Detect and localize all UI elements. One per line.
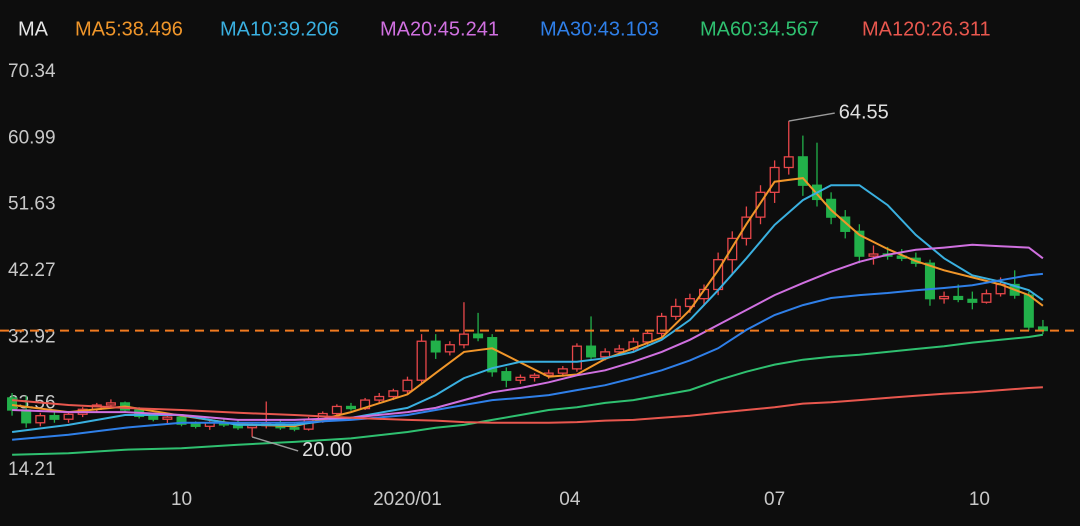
legend-entry: MA120:26.311: [862, 18, 991, 40]
legend-entry: MA10:39.206: [220, 18, 339, 40]
candle-body: [388, 390, 399, 398]
x-tick-label: 10: [969, 489, 990, 510]
ma-line: [12, 272, 1043, 441]
candle-body: [289, 427, 300, 430]
candle-body: [49, 415, 60, 420]
ma-line: [12, 333, 1044, 456]
y-tick-label: 14.21: [8, 459, 56, 480]
candle-body: [670, 305, 681, 318]
candle-body: [939, 295, 950, 300]
candle-body: [571, 345, 582, 370]
candle-body: [868, 253, 879, 257]
candle-body: [600, 351, 611, 358]
candle-body: [473, 333, 484, 339]
candle-body: [21, 409, 32, 424]
y-tick-label: 32.92: [8, 326, 56, 347]
candle-body: [557, 368, 568, 374]
y-tick-label: 70.34: [8, 61, 56, 82]
annotation-label: 64.55: [839, 101, 889, 123]
candle-body: [458, 333, 469, 346]
candle-body: [148, 415, 159, 420]
candle-body: [331, 405, 342, 415]
candle-body: [642, 332, 653, 343]
candle-body: [783, 156, 794, 169]
candle-body: [967, 298, 978, 303]
candle-body: [430, 340, 441, 353]
candle-body: [924, 262, 935, 300]
candle-body: [656, 315, 667, 335]
y-tick-label: 42.27: [8, 260, 56, 281]
ma-line: [11, 184, 1044, 433]
candle-body: [487, 337, 498, 373]
candle-body: [176, 416, 187, 425]
candle-body: [444, 344, 455, 353]
candle-body: [840, 216, 851, 232]
ma-line: [11, 177, 1044, 428]
candle-body: [105, 402, 116, 406]
candle-body: [769, 166, 780, 193]
annotation-leader: [251, 436, 299, 452]
candle-body: [1023, 294, 1034, 328]
ma-line: [12, 243, 1044, 421]
x-tick-label: 07: [764, 489, 785, 510]
legend-title: MA: [18, 18, 49, 40]
annotation-label: 20.00: [302, 439, 352, 461]
candle-body: [529, 374, 540, 379]
candle-body: [981, 293, 992, 303]
candle-body: [374, 395, 385, 401]
candle-body: [190, 423, 201, 427]
y-tick-label: 51.63: [8, 194, 56, 215]
legend-entry: MA30:43.103: [540, 18, 659, 40]
ma-line: [12, 386, 1043, 424]
candle-body: [402, 379, 413, 392]
candle-body: [797, 156, 808, 186]
candle-body: [35, 415, 46, 424]
annotation-leader: [788, 112, 835, 122]
candle-body: [515, 376, 526, 381]
candle-body: [162, 416, 173, 420]
candle-body: [501, 371, 512, 381]
legend-entry: MA20:45.241: [380, 18, 499, 40]
legend-entry: MA5:38.496: [75, 18, 183, 40]
candle-body: [416, 340, 427, 381]
candle-body: [586, 345, 597, 358]
y-tick-label: 60.99: [8, 127, 56, 148]
candle-body: [953, 295, 964, 301]
candle-body: [741, 216, 752, 240]
candle-body: [826, 198, 837, 218]
candle-body: [63, 413, 74, 420]
legend-entry: MA60:34.567: [700, 18, 819, 40]
candle-body: [7, 397, 18, 411]
x-tick-label: 04: [559, 489, 581, 510]
candle-body: [247, 424, 258, 429]
candle-body: [854, 230, 865, 257]
candle-body: [614, 348, 625, 353]
x-tick-label: 2020/01: [373, 489, 442, 510]
x-tick-label: 10: [171, 489, 192, 510]
candle-body: [345, 405, 357, 410]
